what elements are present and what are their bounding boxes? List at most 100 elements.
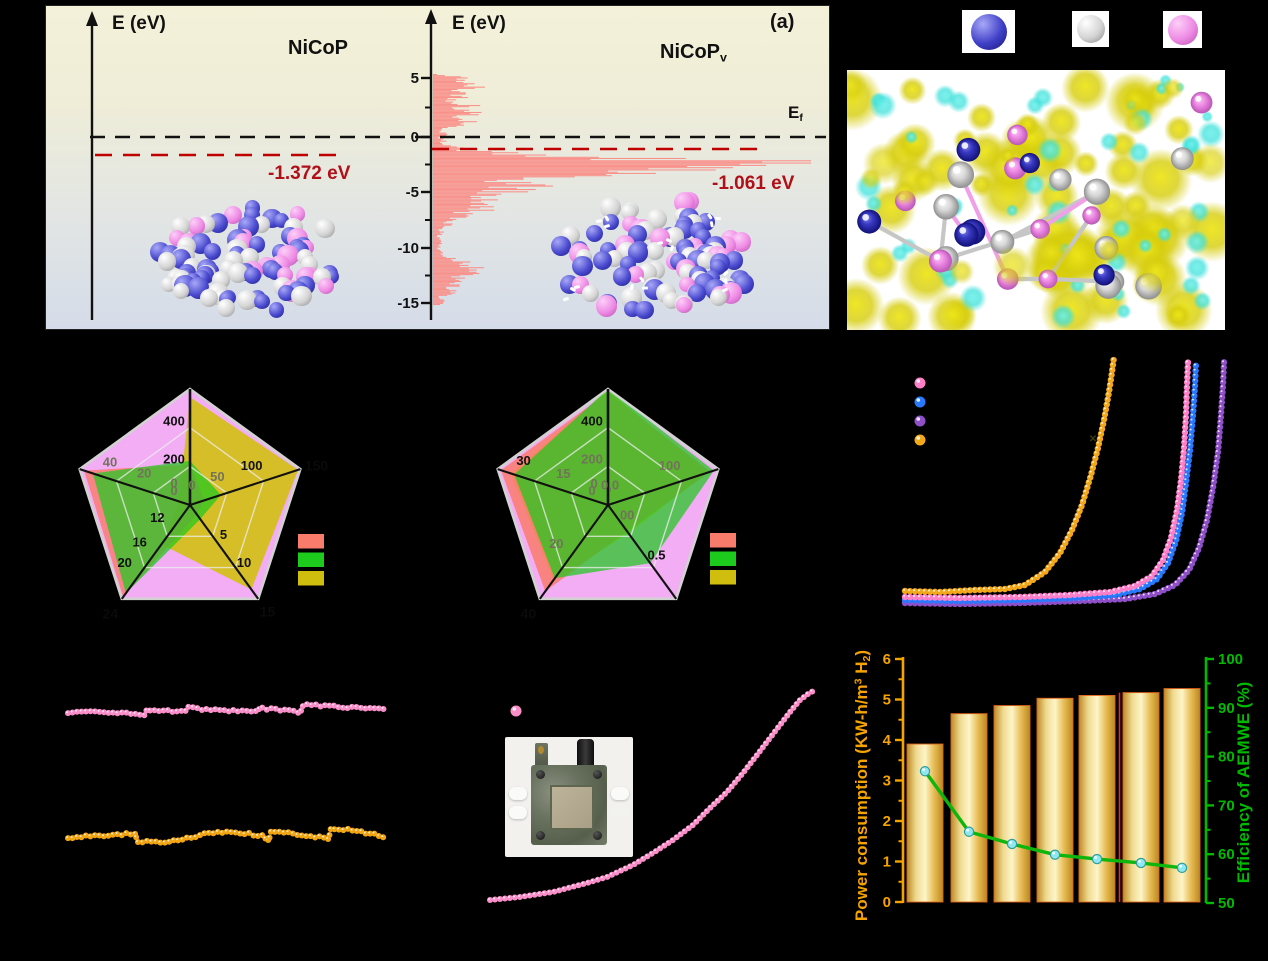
iso-blob-yellow-top [1122, 110, 1148, 136]
polarization-point-sheen [1182, 440, 1185, 443]
efficiency-tick-label: 90 [1218, 700, 1235, 717]
atom-sphere [268, 301, 285, 318]
silver-atom-icon [1076, 15, 1105, 43]
atom-sphere [674, 191, 696, 213]
cell-curve-point-sheen [508, 895, 510, 898]
cell-curve-point-sheen [791, 705, 794, 708]
radar-vertex-label: 150 [305, 457, 329, 473]
stability-point-sheen [299, 708, 302, 711]
iso-blob-yellow [847, 278, 885, 330]
dos-bar [433, 287, 447, 289]
radar-tick-label: 30 [516, 453, 530, 468]
legend-box-pink [1163, 11, 1202, 48]
stability-point-sheen [313, 835, 316, 838]
polarization-point-sheen [993, 595, 996, 598]
dos-bar [433, 153, 493, 155]
stability-point-sheen [167, 839, 170, 842]
stability-point-sheen [264, 707, 267, 710]
polarization-point-sheen [963, 595, 966, 598]
iso-blob-yellow-top [999, 147, 1017, 165]
atom-sphere [243, 266, 261, 284]
polarization-point-sheen [988, 595, 991, 598]
polarization-point-sheen [1094, 451, 1097, 454]
polarization-point-sheen [1215, 454, 1218, 458]
cell-curve-point-sheen [705, 809, 707, 812]
power-bar [950, 713, 988, 903]
polarization-point-sheen [1178, 577, 1181, 580]
polarization-point-sheen [978, 595, 981, 598]
dos-bar [433, 76, 461, 78]
cell-curve-point-sheen [632, 862, 635, 864]
stability-point-sheen [163, 840, 165, 843]
cell-curve-point-sheen [662, 843, 665, 846]
cell-legend-dot-sheen [512, 707, 517, 711]
polarization-point-sheen [1196, 547, 1199, 550]
cell-curve-point-sheen [581, 881, 584, 884]
polarization-point-sheen [1152, 591, 1155, 594]
cell-curve-point-sheen [726, 788, 729, 791]
polarization-point-sheen [1175, 504, 1178, 507]
iso-blob-yellow-top [891, 179, 918, 206]
dos-bar [433, 236, 437, 238]
iso-blob-cyan [1032, 87, 1054, 109]
navy-atom-icon [970, 13, 1007, 50]
atom-sphere [291, 285, 313, 307]
polarization-point-sheen [938, 595, 941, 598]
polarization-point-sheen [1171, 546, 1174, 549]
dos-bar [433, 258, 456, 260]
cell-curve-point-sheen [522, 894, 525, 897]
stability-point-sheen [309, 703, 312, 706]
dos-bar [433, 267, 484, 269]
polarization-point-sheen [1185, 360, 1189, 363]
polarization-point-sheen [1127, 596, 1130, 599]
polarization-point-sheen [1141, 584, 1144, 587]
polarization-point-sheen [967, 588, 971, 591]
efficiency-tick-label: 80 [1218, 749, 1235, 766]
radar-tick-label: 20 [117, 555, 131, 570]
polarization-point-sheen [1103, 407, 1106, 410]
power-bar [993, 705, 1031, 903]
polarization-point-sheen [1178, 517, 1181, 520]
cell-screw-gold [538, 746, 544, 754]
electrolyzer-photo [505, 737, 633, 857]
dos-bar [433, 98, 448, 100]
polarization-point-sheen [1172, 542, 1175, 545]
radar-spoke [607, 504, 678, 600]
atom-sphere [593, 251, 613, 271]
polarization-point-sheen [998, 595, 1001, 598]
polarization-point-sheen [1087, 591, 1090, 594]
cell-bolt-tl [536, 770, 545, 779]
efficiency-marker-sheen [922, 768, 925, 772]
polarization-point-sheen [1174, 509, 1177, 512]
dos-bar [433, 123, 461, 125]
polarization-point-sheen [983, 595, 986, 598]
polarization-point-sheen [1109, 372, 1112, 375]
stability-point-sheen [175, 709, 177, 712]
dos-bar [433, 231, 444, 233]
polarization-point-sheen [1187, 453, 1190, 456]
polarization-point-sheen [1057, 593, 1061, 596]
polarization-point-sheen [1100, 426, 1103, 429]
polarization-point-sheen [1220, 395, 1223, 398]
stability-point-sheen [136, 840, 139, 842]
cell-curve-point-sheen [723, 791, 726, 794]
dos-bar [433, 216, 467, 218]
stability-point-sheen [305, 702, 308, 705]
cell-curve-point-sheen [567, 885, 569, 888]
polarization-point-sheen [1191, 403, 1194, 406]
radar-outer-ring [78, 387, 302, 601]
stability-point-sheen [359, 829, 362, 832]
radar-tick-label: 15 [556, 466, 570, 481]
cell-curve-point-sheen [810, 689, 813, 692]
cell-curve-point-sheen [674, 835, 677, 838]
polarization-point-sheen [1219, 410, 1222, 413]
polarization-point-sheen [1160, 569, 1163, 572]
dos-bar [433, 146, 457, 148]
efficiency-marker [1049, 849, 1061, 860]
dos-bar [433, 156, 599, 158]
dos-bar [433, 223, 453, 225]
dos-bar [433, 228, 443, 230]
energy-tick-label: -15 [397, 295, 419, 312]
stability-point-sheen [337, 827, 340, 830]
dos-bar [433, 86, 485, 88]
